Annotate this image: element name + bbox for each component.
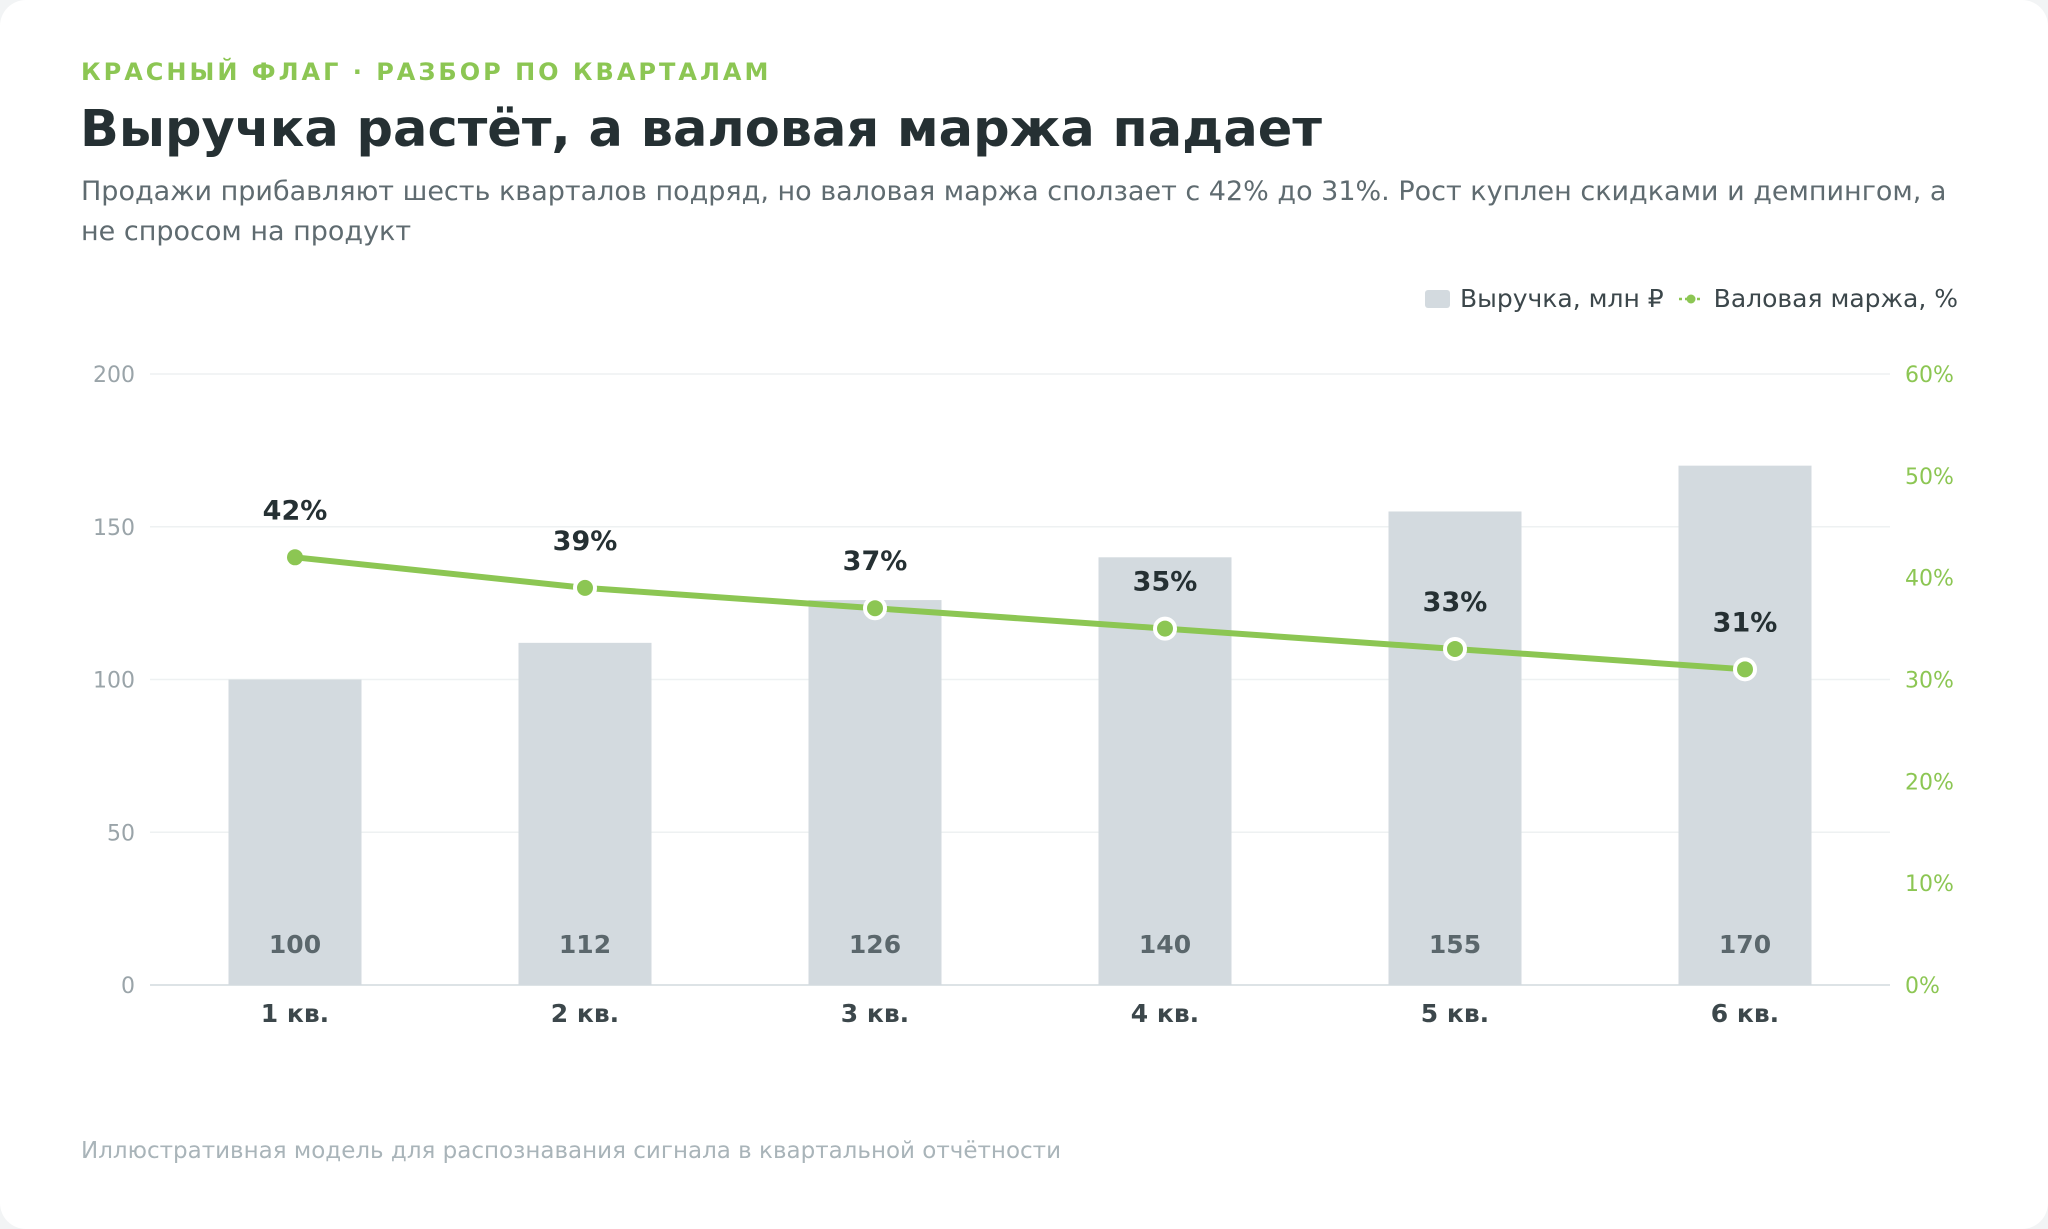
- y-right-tick-label: 30%: [1905, 669, 1954, 694]
- bar-value-label: 170: [1719, 930, 1771, 959]
- bar-revenue: [808, 600, 942, 985]
- margin-value-label: 39%: [553, 526, 618, 557]
- footnote: Иллюстративная модель для распознавания …: [81, 1138, 1062, 1164]
- legend: Выручка, млн ₽ Валовая маржа, %: [1424, 284, 1958, 313]
- bar-value-label: 140: [1139, 930, 1191, 959]
- bar-revenue: [1388, 511, 1522, 985]
- chart-title: Выручка растёт, а валовая маржа падает: [80, 100, 1322, 159]
- legend-label-margin: Валовая маржа, %: [1713, 284, 1958, 313]
- bar-revenue: [518, 642, 652, 985]
- x-tick-label: 4 кв.: [1131, 999, 1199, 1028]
- x-tick-label: 5 кв.: [1421, 999, 1489, 1028]
- legend-item-revenue: Выручка, млн ₽: [1424, 284, 1664, 313]
- bar-value-label: 155: [1429, 930, 1481, 959]
- y-right-tick-label: 10%: [1905, 872, 1954, 897]
- bar-value-label: 112: [559, 930, 611, 959]
- y-left-tick-label: 200: [93, 363, 135, 388]
- margin-point: [1733, 657, 1757, 682]
- margin-value-label: 31%: [1713, 607, 1778, 638]
- margin-value-label: 37%: [843, 546, 908, 577]
- legend-swatch-bar: [1424, 289, 1450, 308]
- bar-value-label: 100: [269, 930, 321, 959]
- chart-subtitle: Продажи прибавляют шесть кварталов подря…: [81, 176, 1947, 247]
- x-tick-label: 1 кв.: [261, 999, 329, 1028]
- margin-line: [292, 554, 1748, 673]
- margin-point: [573, 575, 597, 600]
- y-right-tick-label: 40%: [1905, 567, 1954, 592]
- x-tick-label: 3 кв.: [841, 999, 909, 1028]
- y-right-tick-label: 20%: [1905, 770, 1954, 795]
- y-left-tick-label: 100: [93, 669, 135, 694]
- bar-revenue: [1678, 465, 1812, 985]
- x-tick-label: 2 кв.: [551, 999, 619, 1028]
- margin-point: [1443, 636, 1467, 661]
- legend-label-revenue: Выручка, млн ₽: [1459, 284, 1664, 313]
- margin-point: [1153, 616, 1177, 641]
- bar-value-label: 126: [849, 930, 901, 959]
- margin-value-label: 42%: [263, 495, 328, 526]
- x-tick-label: 6 кв.: [1711, 999, 1779, 1028]
- y-left-tick-label: 50: [107, 821, 135, 846]
- margin-value-label: 35%: [1133, 567, 1198, 598]
- legend-item-margin: Валовая маржа, %: [1678, 284, 1958, 313]
- legend-swatch-line: [1678, 294, 1703, 303]
- y-left-tick-label: 0: [121, 974, 135, 999]
- margin-point: [863, 596, 887, 621]
- margin-value-label: 33%: [1423, 587, 1488, 618]
- margin-point: [287, 549, 303, 566]
- eyebrow-label: КРАСНЫЙ ФЛАГ · РАЗБОР ПО КВАРТАЛАМ: [81, 58, 772, 86]
- y-right-tick-label: 0%: [1905, 974, 1940, 999]
- bar-revenue: [228, 679, 362, 985]
- y-right-tick-label: 60%: [1905, 363, 1954, 388]
- y-right-tick-label: 50%: [1905, 465, 1954, 490]
- y-left-tick-label: 150: [93, 516, 135, 541]
